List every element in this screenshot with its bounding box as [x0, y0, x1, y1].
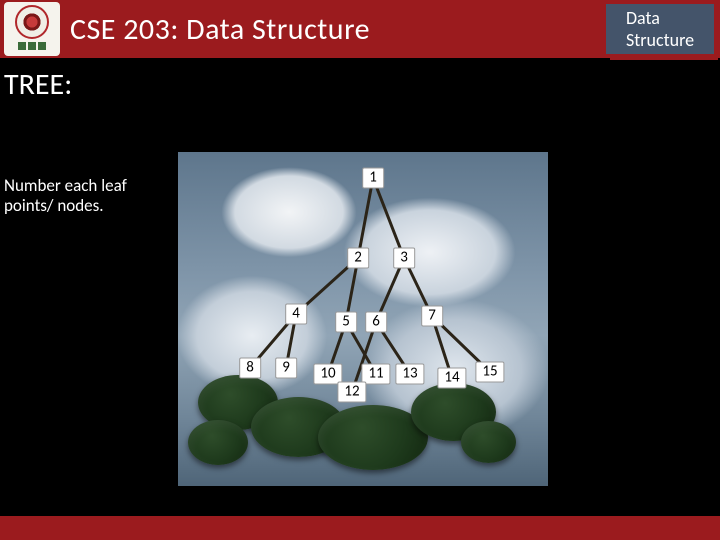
tree-node-label: 13	[395, 364, 424, 385]
logo-bars-icon	[18, 42, 46, 50]
foliage-clump	[461, 421, 516, 463]
tree-node-label: 4	[285, 304, 307, 325]
tree-node-label: 6	[365, 312, 387, 333]
course-title: CSE 203: Data Structure	[70, 11, 370, 48]
university-logo	[4, 2, 60, 56]
tree-node-label: 12	[337, 382, 366, 403]
tree-node-label: 1	[362, 168, 384, 189]
logo-emblem-icon	[15, 5, 49, 39]
tree-node-label: 8	[239, 358, 261, 379]
badge-line2: Structure	[626, 29, 694, 51]
tree-node-label: 15	[475, 362, 504, 383]
instruction-note: Number each leaf points/ nodes.	[4, 176, 127, 216]
tree-diagram: 123456789101112131415	[178, 152, 548, 486]
note-line1: Number each leaf	[4, 175, 127, 196]
badge-line1: Data	[626, 7, 660, 29]
footer-bar	[0, 516, 720, 540]
foliage-clump	[188, 420, 248, 465]
tree-node-label: 7	[421, 306, 443, 327]
tree-node-label: 9	[275, 358, 297, 379]
section-heading: TREE:	[4, 66, 72, 103]
tree-node-label: 2	[347, 248, 369, 269]
tree-node-label: 5	[335, 312, 357, 333]
note-line2: points/ nodes.	[4, 195, 104, 216]
tree-node-label: 14	[437, 368, 466, 389]
tree-node-label: 3	[393, 248, 415, 269]
subject-badge: Data Structure	[606, 4, 714, 54]
